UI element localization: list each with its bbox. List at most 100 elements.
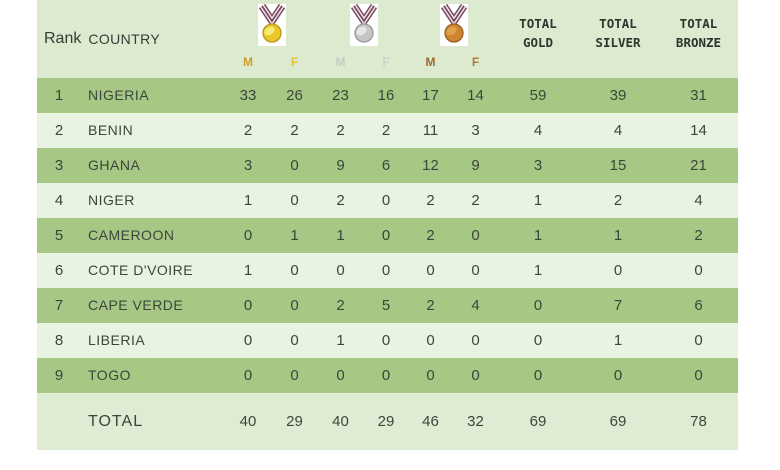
rank-cell: 6 [54, 262, 64, 279]
gold-male-cell: 0 [243, 297, 253, 314]
total-bronze-cell: 0 [694, 332, 703, 349]
bronze-male-cell: 12 [422, 157, 439, 174]
gold-medal-cell [225, 0, 318, 52]
gold-male-cell: 0 [243, 332, 253, 349]
silver-female-cell: 0 [381, 332, 391, 349]
total-gold-header-line2: GOLD [522, 35, 554, 50]
gold-male-cell: 2 [243, 122, 253, 139]
total-silver-cell: 0 [613, 367, 623, 384]
total-silver-cell: 39 [609, 87, 627, 104]
bronze-female-cell: 0 [471, 367, 480, 384]
totals-silver-male-cell: 40 [332, 413, 349, 430]
totals-gold-female-cell: 29 [286, 413, 303, 430]
gold-male-cell: 0 [243, 227, 253, 244]
gold-female-cell: 2 [290, 122, 299, 139]
bronze-male-cell: 0 [426, 262, 435, 279]
totals-bronze-male-cell: 46 [422, 413, 439, 430]
total-bronze-cell: 14 [690, 122, 707, 139]
silver-male-cell: 23 [332, 87, 349, 104]
rank-header: Rank [44, 30, 82, 47]
silver-male-cell: 2 [336, 297, 345, 314]
total-silver-cell: 1 [613, 332, 623, 349]
total-silver-cell: 15 [609, 157, 627, 174]
total-gold-cell: 0 [533, 297, 543, 314]
silver-female-cell: 16 [377, 87, 395, 104]
total-bronze-cell: 0 [694, 262, 703, 279]
bronze-female-cell: 2 [471, 192, 480, 209]
rank-cell: 2 [54, 122, 64, 139]
totals-row: TOTAL 40 29 40 29 46 32 69 69 78 [37, 393, 738, 450]
gold-female-header: F [290, 55, 299, 69]
silver-male-cell: 0 [336, 367, 345, 384]
bronze-female-cell: 0 [471, 262, 480, 279]
rank-cell: 9 [54, 367, 64, 384]
silver-medal-cell [318, 0, 409, 52]
totals-total-gold-cell: 69 [529, 413, 547, 430]
totals-label: TOTAL [88, 413, 144, 430]
total-silver-header-line1: TOTAL [599, 16, 637, 31]
bronze-male-cell: 2 [426, 192, 435, 209]
medal-table: Rank COUNTRY M F M F M F [37, 0, 738, 450]
total-gold-cell: 0 [533, 367, 543, 384]
gold-female-cell: 1 [290, 227, 299, 244]
rank-cell: 7 [54, 297, 64, 314]
bronze-female-cell: 4 [471, 297, 480, 314]
table-row: 2 BENIN 2 2 2 2 11 3 4 4 14 [37, 113, 738, 148]
country-cell: COTE D'VOIRE [88, 262, 194, 278]
gold-female-cell: 0 [290, 332, 299, 349]
total-gold-cell: 3 [533, 157, 543, 174]
table-row: 4 NIGER 1 0 2 0 2 2 1 2 4 [37, 183, 738, 218]
rank-cell: 8 [54, 332, 64, 349]
total-bronze-header-line1: TOTAL [679, 16, 718, 31]
silver-male-cell: 1 [336, 227, 345, 244]
bronze-female-cell: 3 [471, 122, 480, 139]
country-cell: GHANA [88, 157, 141, 173]
rank-cell: 4 [54, 192, 64, 209]
bronze-medal-icon [440, 4, 468, 46]
total-bronze-cell: 0 [694, 367, 703, 384]
gold-female-cell: 0 [290, 367, 299, 384]
gold-male-cell: 1 [243, 262, 253, 279]
total-gold-cell: 4 [533, 122, 543, 139]
silver-female-cell: 6 [381, 157, 391, 174]
bronze-male-cell: 0 [426, 367, 435, 384]
bronze-male-cell: 17 [422, 87, 439, 104]
bronze-female-cell: 14 [467, 87, 484, 104]
total-gold-cell: 0 [533, 332, 543, 349]
total-gold-cell: 1 [533, 262, 543, 279]
total-silver-cell: 0 [613, 262, 623, 279]
totals-gold-male-cell: 40 [239, 413, 257, 430]
rank-cell: 1 [54, 87, 64, 104]
bronze-male-header: M [425, 55, 436, 69]
total-silver-cell: 2 [613, 192, 623, 209]
bronze-male-cell: 11 [422, 122, 439, 139]
total-silver-cell: 7 [613, 297, 623, 314]
table-row: 1 NIGERIA 33 26 23 16 17 14 59 39 31 [37, 78, 738, 113]
gold-male-cell: 0 [243, 367, 253, 384]
gold-female-cell: 0 [290, 157, 299, 174]
country-cell: BENIN [88, 122, 134, 138]
total-bronze-cell: 31 [690, 87, 707, 104]
silver-female-cell: 0 [381, 192, 391, 209]
total-bronze-header: TOTAL BRONZE [659, 0, 738, 78]
table-row: 5 CAMEROON 0 1 1 0 2 0 1 1 2 [37, 218, 738, 253]
total-bronze-cell: 2 [694, 227, 703, 244]
country-cell: NIGER [88, 192, 135, 208]
total-gold-header: TOTAL GOLD [499, 0, 577, 78]
country-cell: TOGO [88, 367, 131, 383]
gold-male-header: M [243, 55, 253, 69]
totals-bronze-female-cell: 32 [467, 413, 484, 430]
table-row: 6 COTE D'VOIRE 1 0 0 0 0 0 1 0 0 [37, 253, 738, 288]
table-header: Rank COUNTRY M F M F M F [37, 0, 738, 78]
silver-female-cell: 0 [381, 262, 391, 279]
silver-male-cell: 1 [336, 332, 345, 349]
total-gold-header-line1: TOTAL [519, 16, 557, 31]
total-bronze-header-line2: BRONZE [675, 35, 722, 50]
gold-medal-icon [257, 4, 286, 46]
silver-male-header: M [335, 55, 346, 69]
country-cell: CAMEROON [88, 227, 175, 243]
bronze-female-header: F [471, 55, 480, 69]
total-bronze-cell: 4 [694, 192, 703, 209]
total-gold-cell: 59 [529, 87, 547, 104]
silver-medal-icon [349, 4, 378, 46]
